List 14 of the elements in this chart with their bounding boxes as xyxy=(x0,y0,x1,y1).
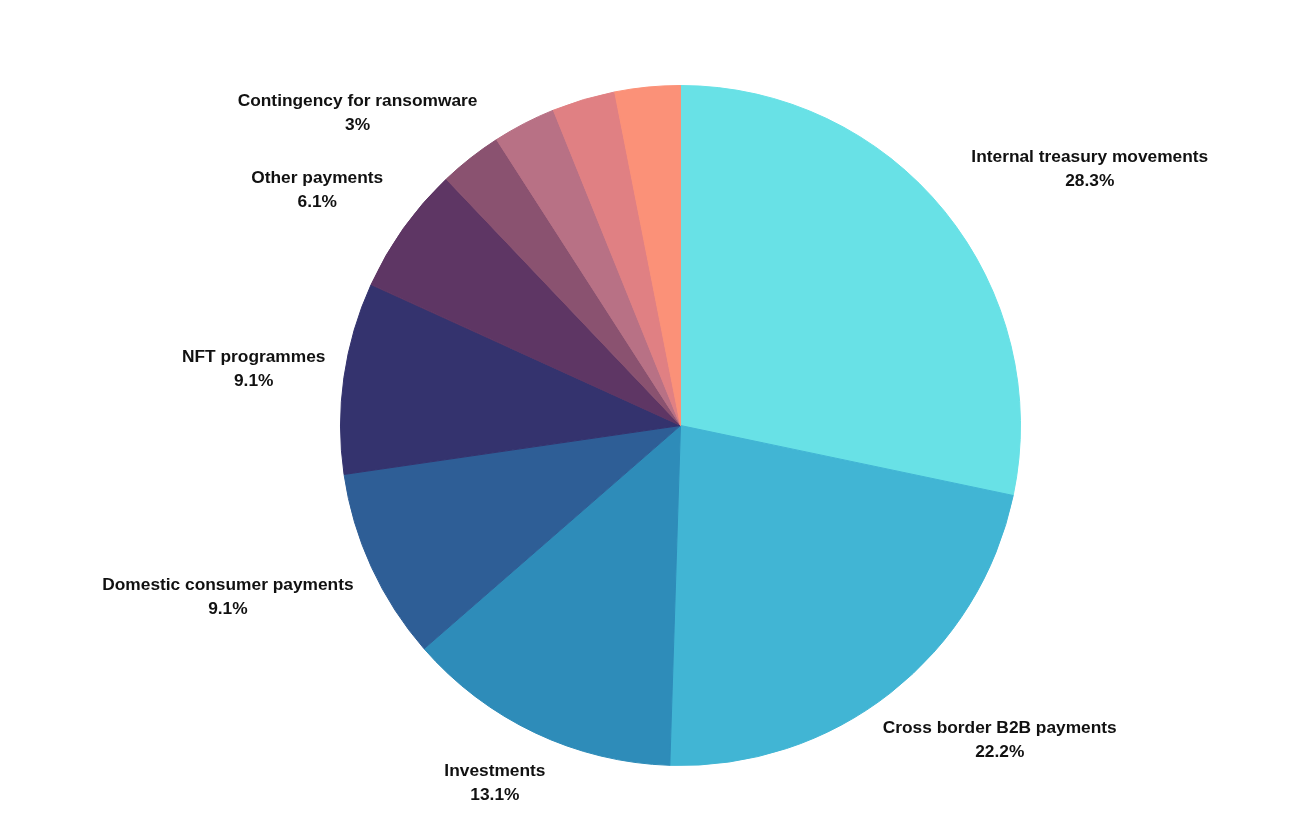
slice-label: NFT programmes xyxy=(181,345,326,366)
data-label: 13.1% xyxy=(470,783,520,804)
data-label: 9.1% xyxy=(208,597,248,618)
slice-label: Other payments xyxy=(251,166,384,187)
data-label: 22.2% xyxy=(975,741,1025,762)
data-label: 3% xyxy=(345,113,371,134)
slice-label: Investments xyxy=(444,759,546,780)
slice-label: Cross border B2B payments xyxy=(882,717,1117,738)
data-label: 9.1% xyxy=(233,369,274,390)
slice-label: Internal treasury movements xyxy=(971,146,1209,167)
data-label: 6.1% xyxy=(297,190,337,211)
slice-label: Domestic consumer payments xyxy=(102,573,354,594)
data-label: 28.3% xyxy=(1065,170,1115,191)
slice-label: Contingency for ransomware xyxy=(237,89,478,110)
